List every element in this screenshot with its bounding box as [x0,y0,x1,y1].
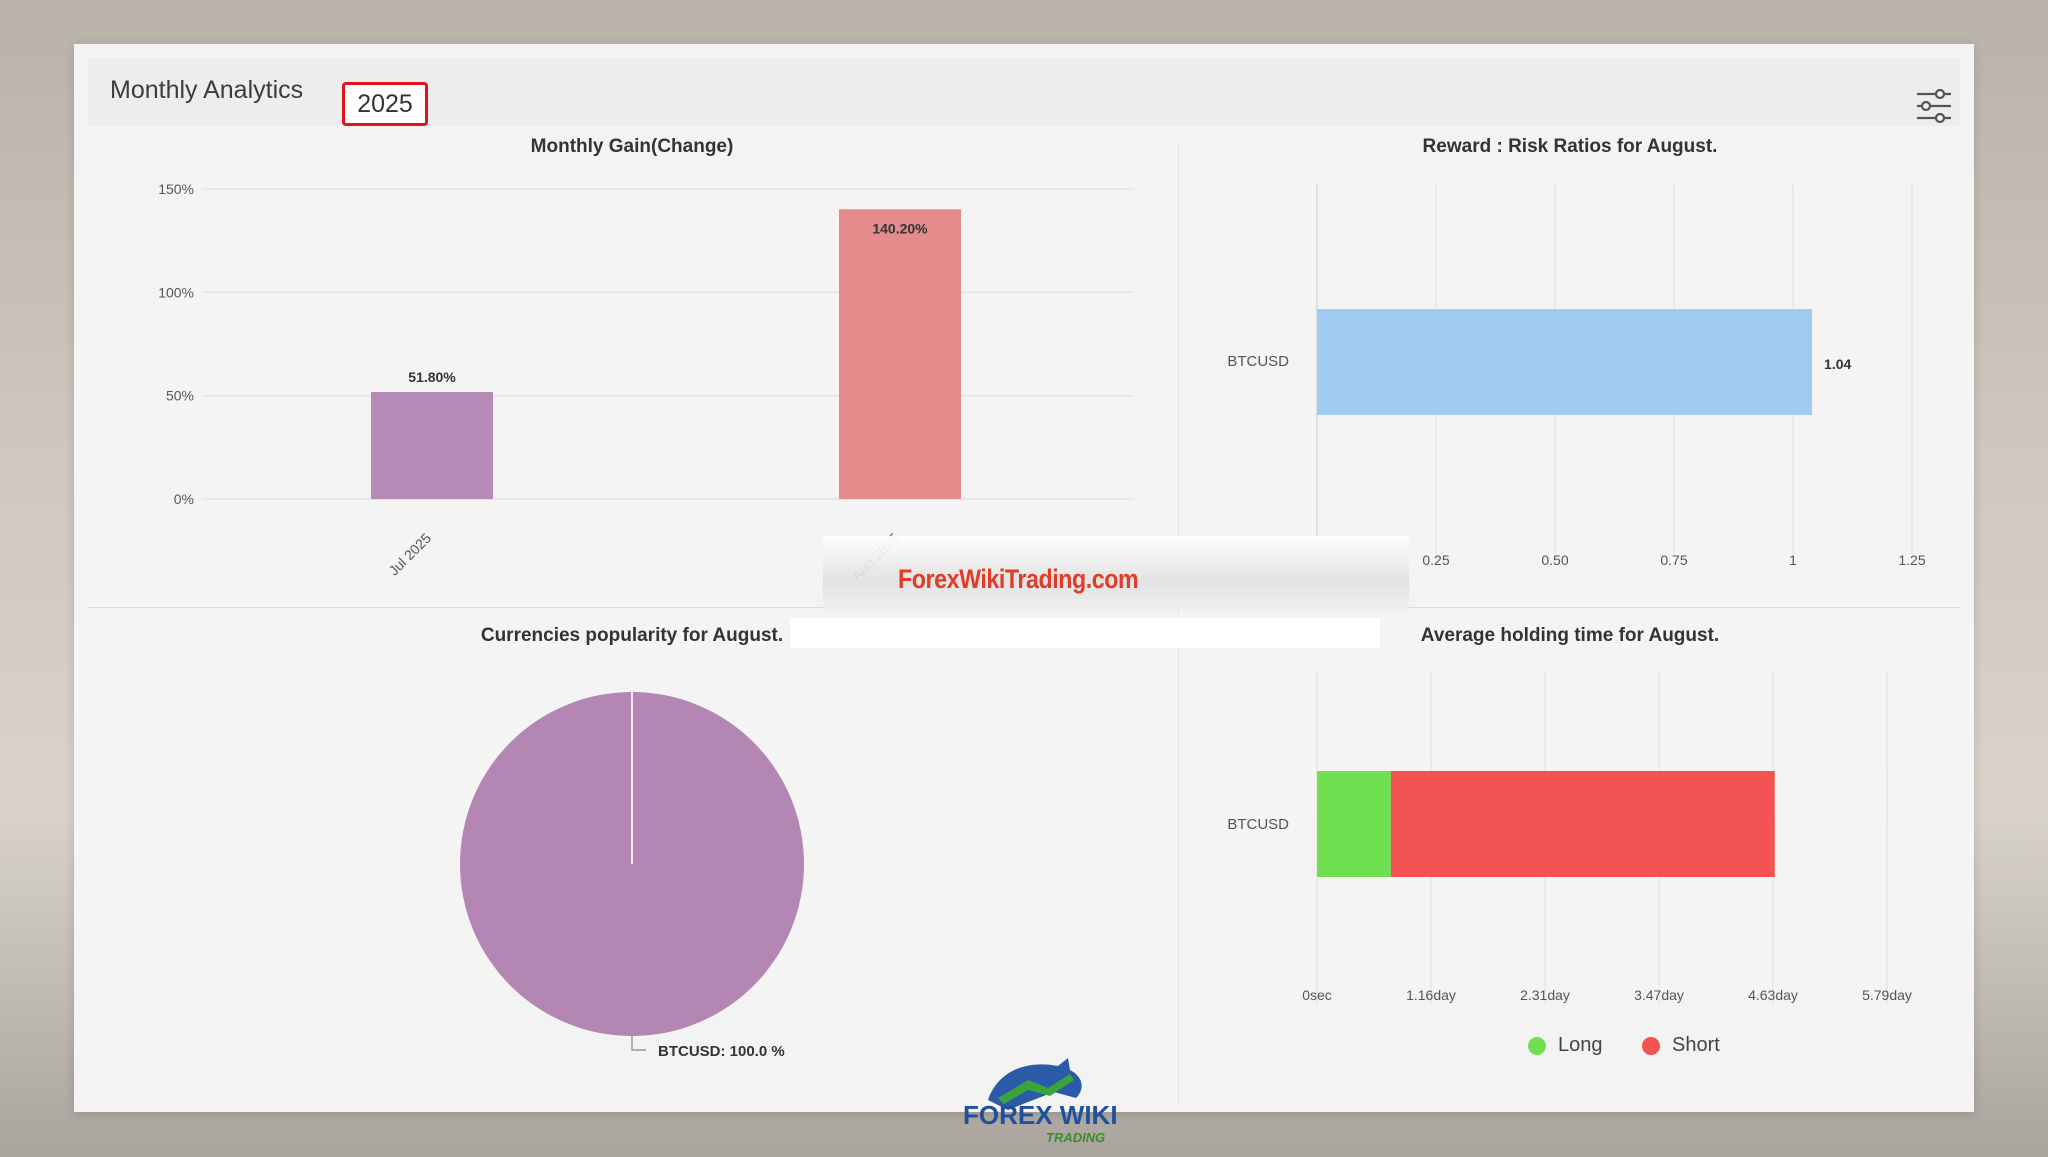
watermark-site-text: ForexWikiTrading.com [898,564,1139,594]
watermark-band [823,536,1409,612]
rr-xtick-label: 1 [1789,552,1797,568]
gain-ytick-label: 50% [166,388,194,404]
gain-bar [839,209,961,499]
logo-text: FOREX WIKI [963,1100,1118,1130]
card-header: Monthly Analytics 2025 [88,58,1960,126]
legend-long: Long [1528,1034,1603,1057]
legend-long-label: Long [1558,1034,1603,1056]
gain-bar [371,391,493,499]
watermark-band-lower [790,618,1380,648]
rr-category-label: BTCUSD [1227,353,1289,370]
rr-xtick-label: 0.75 [1660,552,1687,568]
ht-xtick-label: 0sec [1302,987,1332,1003]
pie-label-connector [631,1036,646,1051]
legend-long-swatch [1528,1036,1546,1055]
currencies-popularity-title: Currencies popularity for August. [480,625,784,646]
reward-risk-title: Reward : Risk Ratios for August. [1422,136,1718,157]
ht-xtick-label: 4.63day [1748,987,1798,1003]
year-selector[interactable]: 2025 [342,82,428,126]
card-title: Monthly Analytics [110,76,304,104]
rr-xtick-label: 1.25 [1898,552,1925,568]
forex-wiki-logo-icon [988,1058,1082,1110]
rr-xtick-label: 0.25 [1422,552,1449,568]
rr-data-label: 1.04 [1824,356,1851,372]
holding-time-title: Average holding time for August. [1420,625,1720,646]
monthly-analytics-card: Monthly Analytics 2025 Monthly Gain(Chan… [74,44,1974,1112]
legend-short: Short [1642,1034,1720,1057]
pie-data-label: BTCUSD: 100.0 % [658,1043,785,1060]
ht-xtick-label: 5.79day [1862,987,1912,1003]
gain-data-label: 140.20% [872,220,928,236]
ht-bar-short [1390,771,1775,877]
monthly-gain-title: Monthly Gain(Change) [530,136,734,157]
gain-ytick-label: 100% [158,284,194,300]
gain-ytick-label: 0% [174,491,194,507]
rr-xtick-label: 0.50 [1541,552,1568,568]
ht-xtick-label: 2.31day [1520,987,1570,1003]
logo-subtext: TRADING [1046,1130,1106,1145]
legend-short-swatch [1642,1036,1660,1055]
rr-bar [1317,309,1813,415]
ht-bar-long [1317,771,1391,877]
legend-short-label: Short [1672,1034,1720,1056]
ht-xtick-label: 1.16day [1406,987,1456,1003]
ht-xtick-label: 3.47day [1634,987,1684,1003]
ht-category-label: BTCUSD [1227,816,1289,833]
gain-data-label: 51.80% [408,369,456,385]
gain-xtick-label: Jul 2025 [385,530,434,579]
filter-settings-icon[interactable] [1914,86,1954,126]
gain-ytick-label: 150% [158,181,194,197]
